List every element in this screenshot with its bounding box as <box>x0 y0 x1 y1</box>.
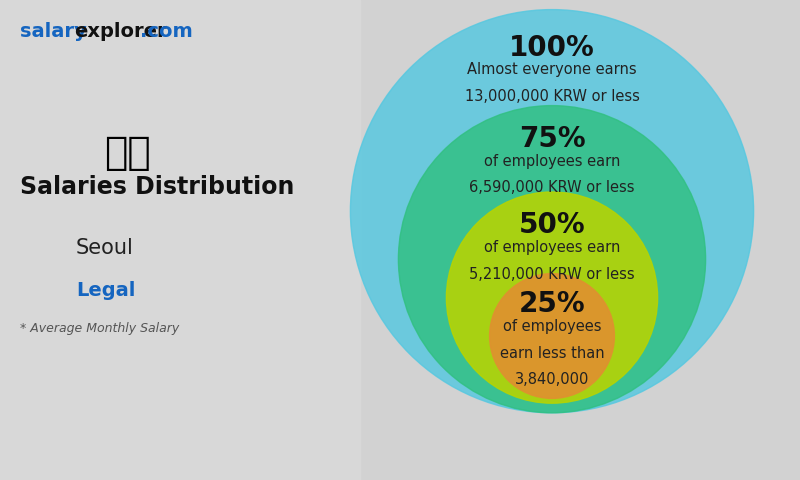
Text: 75%: 75% <box>518 125 586 153</box>
Text: 🇰🇷: 🇰🇷 <box>104 134 150 172</box>
Text: 100%: 100% <box>509 34 595 61</box>
Text: 25%: 25% <box>518 290 586 318</box>
Circle shape <box>350 10 754 413</box>
Text: 13,000,000 KRW or less: 13,000,000 KRW or less <box>465 89 639 104</box>
Text: .com: .com <box>140 22 193 41</box>
Circle shape <box>490 274 614 398</box>
Text: Seoul: Seoul <box>76 238 134 258</box>
Circle shape <box>398 106 706 413</box>
Text: Almost everyone earns: Almost everyone earns <box>467 62 637 77</box>
Text: * Average Monthly Salary: * Average Monthly Salary <box>20 322 179 335</box>
Text: of employees earn: of employees earn <box>484 240 620 255</box>
Text: salary: salary <box>20 22 86 41</box>
Circle shape <box>446 192 658 403</box>
Text: of employees: of employees <box>502 319 602 334</box>
Text: Legal: Legal <box>76 281 135 300</box>
Text: 6,590,000 KRW or less: 6,590,000 KRW or less <box>470 180 634 195</box>
Text: earn less than: earn less than <box>500 346 604 360</box>
Text: explorer: explorer <box>74 22 167 41</box>
Text: 50%: 50% <box>518 211 586 239</box>
Text: 5,210,000 KRW or less: 5,210,000 KRW or less <box>469 267 635 282</box>
Text: 3,840,000: 3,840,000 <box>515 372 589 387</box>
Text: of employees earn: of employees earn <box>484 154 620 168</box>
Text: Salaries Distribution: Salaries Distribution <box>20 175 294 199</box>
